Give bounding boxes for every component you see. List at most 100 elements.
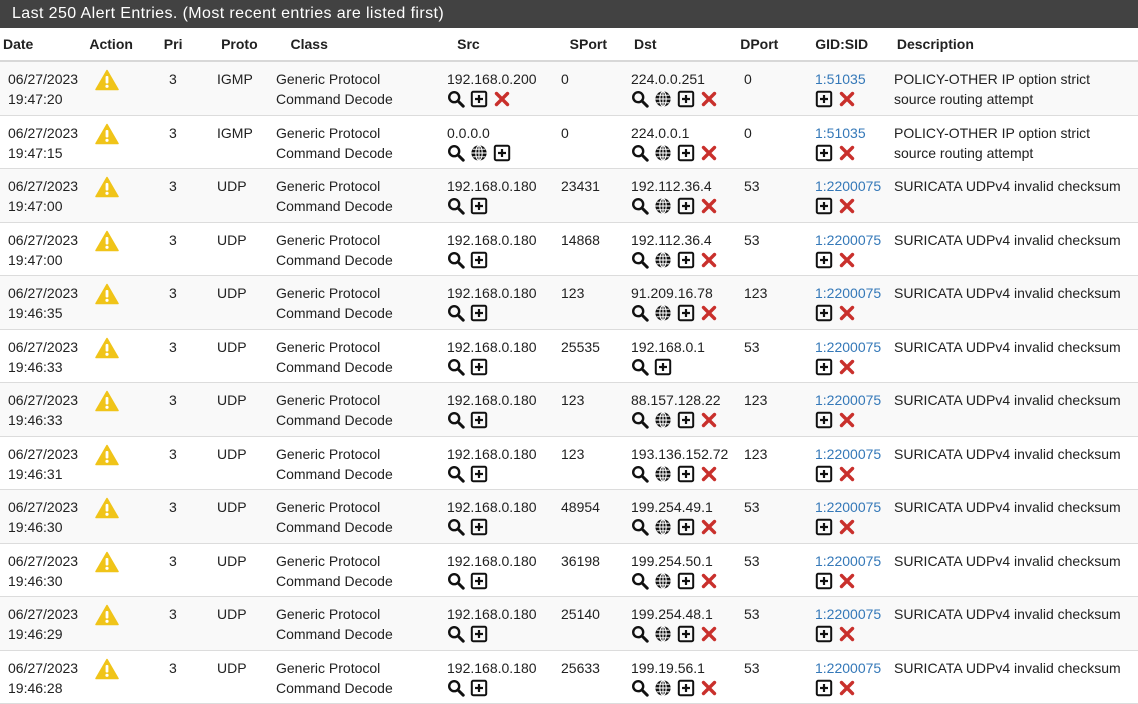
dst-search-icon[interactable] — [631, 518, 649, 536]
dst-search-icon[interactable] — [631, 465, 649, 483]
dst-add-icon[interactable] — [677, 625, 695, 643]
dst-add-icon[interactable] — [677, 144, 695, 162]
sid-add-icon[interactable] — [815, 251, 833, 269]
src-search-icon[interactable] — [447, 251, 465, 269]
gidsid-link[interactable]: 1:2200075 — [815, 553, 881, 569]
sid-add-icon[interactable] — [815, 411, 833, 429]
gidsid-link[interactable]: 1:51035 — [815, 71, 866, 87]
src-add-icon[interactable] — [470, 251, 488, 269]
dst-globe-icon[interactable] — [654, 251, 672, 269]
gidsid-link[interactable]: 1:2200075 — [815, 285, 881, 301]
col-header-action[interactable]: Action — [83, 36, 151, 52]
dst-add-icon[interactable] — [677, 411, 695, 429]
col-header-description[interactable]: Description — [891, 36, 1138, 52]
dst-add-icon[interactable] — [677, 465, 695, 483]
sid-remove-icon[interactable] — [838, 625, 856, 643]
sid-add-icon[interactable] — [815, 679, 833, 697]
col-header-gidsid[interactable]: GID:SID — [809, 36, 891, 52]
sid-add-icon[interactable] — [815, 304, 833, 322]
dst-globe-icon[interactable] — [654, 572, 672, 590]
src-search-icon[interactable] — [447, 518, 465, 536]
gidsid-link[interactable]: 1:2200075 — [815, 232, 881, 248]
warning-triangle-icon[interactable] — [95, 604, 151, 626]
dst-add-icon[interactable] — [677, 304, 695, 322]
dst-add-icon[interactable] — [677, 90, 695, 108]
sid-remove-icon[interactable] — [838, 304, 856, 322]
src-search-icon[interactable] — [447, 197, 465, 215]
sid-add-icon[interactable] — [815, 518, 833, 536]
sid-remove-icon[interactable] — [838, 251, 856, 269]
sid-remove-icon[interactable] — [838, 197, 856, 215]
dst-search-icon[interactable] — [631, 572, 649, 590]
warning-triangle-icon[interactable] — [95, 497, 151, 519]
warning-triangle-icon[interactable] — [95, 444, 151, 466]
gidsid-link[interactable]: 1:51035 — [815, 125, 866, 141]
src-add-icon[interactable] — [470, 90, 488, 108]
sid-remove-icon[interactable] — [838, 572, 856, 590]
dst-remove-icon[interactable] — [700, 572, 718, 590]
dst-globe-icon[interactable] — [654, 679, 672, 697]
dst-add-icon[interactable] — [677, 197, 695, 215]
dst-remove-icon[interactable] — [700, 518, 718, 536]
col-header-dst[interactable]: Dst — [633, 36, 734, 52]
dst-remove-icon[interactable] — [700, 304, 718, 322]
sid-add-icon[interactable] — [815, 465, 833, 483]
warning-triangle-icon[interactable] — [95, 390, 151, 412]
gidsid-link[interactable]: 1:2200075 — [815, 392, 881, 408]
src-search-icon[interactable] — [447, 572, 465, 590]
dst-search-icon[interactable] — [631, 625, 649, 643]
sid-remove-icon[interactable] — [838, 358, 856, 376]
dst-remove-icon[interactable] — [700, 90, 718, 108]
dst-search-icon[interactable] — [631, 358, 649, 376]
dst-add-icon[interactable] — [677, 518, 695, 536]
src-add-icon[interactable] — [470, 465, 488, 483]
dst-remove-icon[interactable] — [700, 625, 718, 643]
dst-add-icon[interactable] — [677, 572, 695, 590]
dst-add-icon[interactable] — [654, 358, 672, 376]
sid-add-icon[interactable] — [815, 90, 833, 108]
warning-triangle-icon[interactable] — [95, 230, 151, 252]
sid-add-icon[interactable] — [815, 358, 833, 376]
dst-globe-icon[interactable] — [654, 465, 672, 483]
dst-globe-icon[interactable] — [654, 197, 672, 215]
dst-add-icon[interactable] — [677, 251, 695, 269]
warning-triangle-icon[interactable] — [95, 69, 151, 91]
sid-remove-icon[interactable] — [838, 144, 856, 162]
dst-remove-icon[interactable] — [700, 679, 718, 697]
dst-search-icon[interactable] — [631, 90, 649, 108]
sid-remove-icon[interactable] — [838, 411, 856, 429]
dst-remove-icon[interactable] — [700, 144, 718, 162]
dst-globe-icon[interactable] — [654, 625, 672, 643]
src-search-icon[interactable] — [447, 90, 465, 108]
src-add-icon[interactable] — [470, 625, 488, 643]
src-add-icon[interactable] — [470, 411, 488, 429]
col-header-proto[interactable]: Proto — [211, 36, 282, 52]
gidsid-link[interactable]: 1:2200075 — [815, 446, 881, 462]
dst-globe-icon[interactable] — [654, 144, 672, 162]
warning-triangle-icon[interactable] — [95, 283, 151, 305]
src-search-icon[interactable] — [447, 304, 465, 322]
src-add-icon[interactable] — [470, 572, 488, 590]
sid-add-icon[interactable] — [815, 197, 833, 215]
dst-globe-icon[interactable] — [654, 90, 672, 108]
sid-add-icon[interactable] — [815, 144, 833, 162]
col-header-dport[interactable]: DPort — [734, 36, 809, 52]
warning-triangle-icon[interactable] — [95, 176, 151, 198]
gidsid-link[interactable]: 1:2200075 — [815, 660, 881, 676]
dst-globe-icon[interactable] — [654, 411, 672, 429]
dst-remove-icon[interactable] — [700, 465, 718, 483]
dst-search-icon[interactable] — [631, 144, 649, 162]
warning-triangle-icon[interactable] — [95, 658, 151, 680]
dst-search-icon[interactable] — [631, 304, 649, 322]
gidsid-link[interactable]: 1:2200075 — [815, 499, 881, 515]
dst-remove-icon[interactable] — [700, 197, 718, 215]
src-add-icon[interactable] — [493, 144, 511, 162]
sid-add-icon[interactable] — [815, 572, 833, 590]
warning-triangle-icon[interactable] — [95, 551, 151, 573]
col-header-pri[interactable]: Pri — [152, 36, 211, 52]
gidsid-link[interactable]: 1:2200075 — [815, 178, 881, 194]
sid-add-icon[interactable] — [815, 625, 833, 643]
sid-remove-icon[interactable] — [838, 465, 856, 483]
gidsid-link[interactable]: 1:2200075 — [815, 606, 881, 622]
src-remove-icon[interactable] — [493, 90, 511, 108]
